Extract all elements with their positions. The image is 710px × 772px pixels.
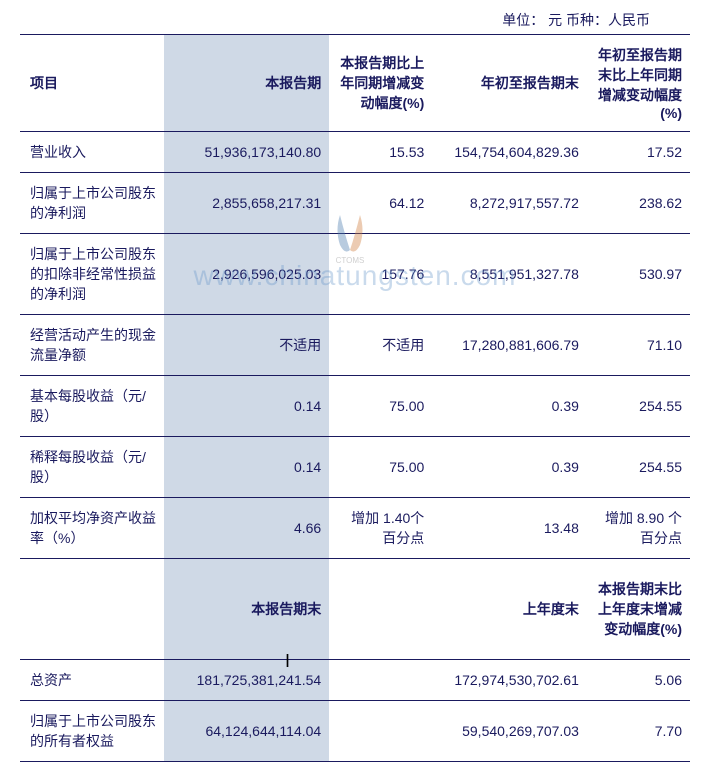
header-change-2: 本报告期末比上年度末增减变动幅度(%) [587, 559, 690, 660]
table-row: 总资产 181,725,381,241.54 172,974,530,702.6… [20, 660, 690, 701]
row-change2-value: 530.97 [587, 234, 690, 315]
table-header-row-2: 本报告期末 上年度末 本报告期末比上年度末增减变动幅度(%) [20, 559, 690, 660]
row-ytd-value: 172,974,530,702.61 [432, 660, 587, 701]
header-period: 本报告期 [164, 35, 329, 132]
row-period-value: 64,124,644,114.04 [164, 701, 329, 762]
row-change1-value: 75.00 [329, 437, 432, 498]
financial-table: 项目 本报告期 本报告期比上年同期增减变动幅度(%) 年初至报告期末 年初至报告… [20, 34, 690, 762]
unit-label: 单位： 元 币种：人民币 [20, 10, 690, 30]
row-ytd-value: 0.39 [432, 376, 587, 437]
header-item: 项目 [20, 35, 164, 132]
row-ytd-value: 13.48 [432, 498, 587, 559]
row-label: 基本每股收益（元/股） [20, 376, 164, 437]
row-period-value: 2,926,596,025.03 [164, 234, 329, 315]
row-change2-value: 254.55 [587, 437, 690, 498]
row-label: 归属于上市公司股东的净利润 [20, 173, 164, 234]
row-change2-value: 增加 8.90 个百分点 [587, 498, 690, 559]
row-period-value: 不适用 [164, 315, 329, 376]
row-label: 归属于上市公司股东的所有者权益 [20, 701, 164, 762]
row-change1-value: 15.53 [329, 132, 432, 173]
row-period-value: 0.14 [164, 437, 329, 498]
row-change2-value: 238.62 [587, 173, 690, 234]
header-period-end: 本报告期末 [164, 559, 329, 660]
table-row: 归属于上市公司股东的所有者权益 64,124,644,114.04 59,540… [20, 701, 690, 762]
row-label: 营业收入 [20, 132, 164, 173]
row-label: 加权平均净资产收益率（%） [20, 498, 164, 559]
row-empty [329, 701, 432, 762]
row-period-value: 181,725,381,241.54 [164, 660, 329, 701]
row-period-value: 2,855,658,217.31 [164, 173, 329, 234]
row-empty [329, 660, 432, 701]
row-ytd-value: 8,272,917,557.72 [432, 173, 587, 234]
table-row: 经营活动产生的现金流量净额 不适用 不适用 17,280,881,606.79 … [20, 315, 690, 376]
row-change1-value: 157.76 [329, 234, 432, 315]
table-row: 营业收入 51,936,173,140.80 15.53 154,754,604… [20, 132, 690, 173]
row-ytd-value: 154,754,604,829.36 [432, 132, 587, 173]
row-change1-value: 75.00 [329, 376, 432, 437]
row-ytd-value: 0.39 [432, 437, 587, 498]
row-ytd-value: 17,280,881,606.79 [432, 315, 587, 376]
row-change1-value: 增加 1.40个百分点 [329, 498, 432, 559]
row-period-value: 4.66 [164, 498, 329, 559]
table-row: 加权平均净资产收益率（%） 4.66 增加 1.40个百分点 13.48 增加 … [20, 498, 690, 559]
row-ytd-value: 59,540,269,707.03 [432, 701, 587, 762]
header-empty [20, 559, 164, 660]
row-label: 总资产 [20, 660, 164, 701]
header-change2: 年初至报告期末比上年同期增减变动幅度(%) [587, 35, 690, 132]
row-period-value: 0.14 [164, 376, 329, 437]
row-change2-value: 5.06 [587, 660, 690, 701]
row-change2-value: 71.10 [587, 315, 690, 376]
row-change1-value: 不适用 [329, 315, 432, 376]
table-header-row-1: 项目 本报告期 本报告期比上年同期增减变动幅度(%) 年初至报告期末 年初至报告… [20, 35, 690, 132]
row-ytd-value: 8,551,951,327.78 [432, 234, 587, 315]
header-change1: 本报告期比上年同期增减变动幅度(%) [329, 35, 432, 132]
table-row: 归属于上市公司股东的净利润 2,855,658,217.31 64.12 8,2… [20, 173, 690, 234]
row-period-value: 51,936,173,140.80 [164, 132, 329, 173]
table-row: 基本每股收益（元/股） 0.14 75.00 0.39 254.55 [20, 376, 690, 437]
row-change2-value: 254.55 [587, 376, 690, 437]
row-label: 归属于上市公司股东的扣除非经常性损益的净利润 [20, 234, 164, 315]
header-empty2 [329, 559, 432, 660]
row-change2-value: 7.70 [587, 701, 690, 762]
table-row: 归属于上市公司股东的扣除非经常性损益的净利润 2,926,596,025.03 … [20, 234, 690, 315]
row-label: 稀释每股收益（元/股） [20, 437, 164, 498]
row-change2-value: 17.52 [587, 132, 690, 173]
header-prev-year-end: 上年度末 [432, 559, 587, 660]
header-ytd: 年初至报告期末 [432, 35, 587, 132]
table-row: 稀释每股收益（元/股） 0.14 75.00 0.39 254.55 [20, 437, 690, 498]
row-label: 经营活动产生的现金流量净额 [20, 315, 164, 376]
row-change1-value: 64.12 [329, 173, 432, 234]
